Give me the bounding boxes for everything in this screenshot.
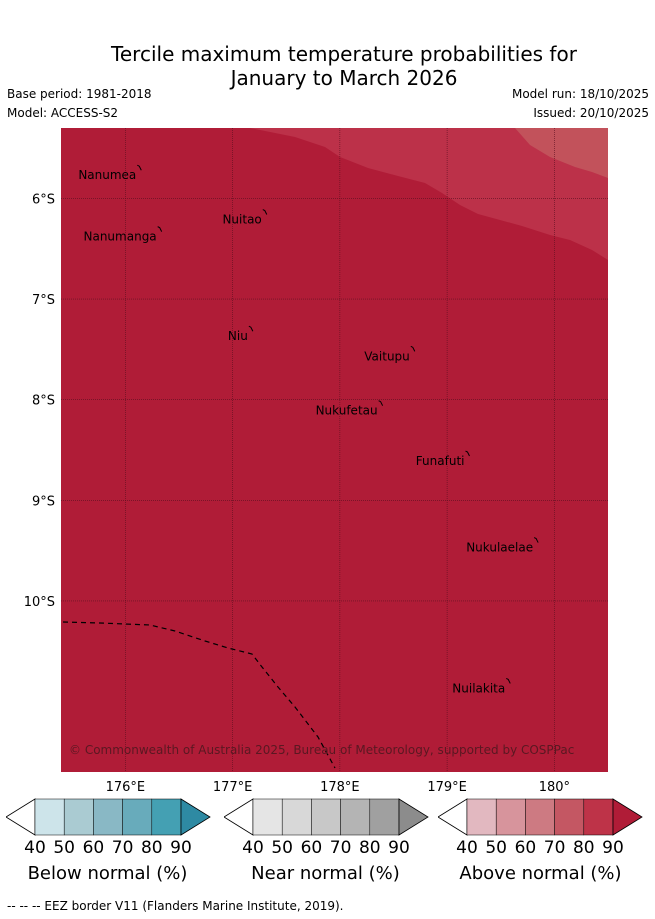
colorbar-tick-label: 60 [514,838,537,858]
colorbar-tick-label: 50 [53,838,75,858]
place-label: Funafuti [416,454,465,468]
island-outline [262,209,268,215]
place-label: Nanumea [78,168,136,182]
place-label: Nuitao [222,213,261,227]
latitude-tick-label: 6°S [32,192,55,207]
issued-date: Issued: 20/10/2025 [533,106,649,120]
island-outline [248,325,254,332]
near-normal-colorbar [223,798,429,842]
colorbar-segment [369,798,400,836]
island-outline [410,345,416,352]
island-outline [533,537,539,543]
colorbar-segment [93,798,123,836]
chart-title-line-1: Tercile maximum temperature probabilitie… [111,42,577,66]
colorbar-tick-label: 40 [24,838,46,858]
latitude-tick-label: 10°S [24,595,55,610]
colorbar-lower-extension [5,798,36,836]
island-outline [378,400,384,406]
colorbar-tick-label: 40 [242,838,264,858]
near-normal-title: Near normal (%) [251,863,400,884]
below-normal-title: Below normal (%) [27,863,188,884]
colorbar-lower-extension [223,798,254,836]
above-normal-colorbar [437,798,643,842]
colorbar-upper-extension [180,798,211,836]
colorbar-tick-label: 70 [329,838,352,858]
colorbar-tick-label: 40 [456,838,478,858]
axis-labels: 176°E 177°E 178°E 179°E 180° 6°S 7°S 8°S 9°S 10°S [24,192,570,795]
colorbar-segment [340,798,371,836]
longitude-tick-label: 178°E [320,780,360,795]
colorbar-upper-extension [398,798,429,836]
colorbar-tick-label: 90 [170,838,192,858]
chart-title-line-2: January to March 2026 [230,66,458,90]
colorbar-tick-label: 80 [140,838,163,858]
place-label: Vaitupu [364,349,410,363]
colorbar-segment [583,798,614,836]
longitude-tick-label: 180° [539,780,570,795]
latitude-tick-label: 7°S [32,293,55,308]
colorbar-tick-label: 60 [82,838,105,858]
colorbar-tick-label: 50 [271,838,293,858]
colorbar-segment [151,798,182,836]
copyright: © Commonwealth of Australia 2025, Bureau… [69,743,574,757]
place-label: Nuilakita [452,681,505,695]
latitude-tick-label: 8°S [32,394,55,409]
colorbar-segment [122,798,153,836]
probability-band-80-90 [250,128,608,260]
graticule [61,128,608,772]
colorbar-tick-label: 90 [388,838,410,858]
place-labels: Nanumea Nuitao Nanumanga Niu Vaitupu Nukufeta… [78,168,533,695]
colorbar-segment [495,798,526,836]
eez-footnote: -- -- -- EEZ border V11 (Flanders Marine… [7,899,344,913]
colorbar-tick-label: 90 [602,838,624,858]
place-label: Nanumanga [84,230,157,244]
colorbar-tick-label: 80 [358,838,381,858]
model-name: Model: ACCESS-S2 [7,106,119,120]
colorbar-segment [63,798,94,836]
colorbar-segment [252,798,283,836]
colorbar-tick-label: 70 [111,838,134,858]
base-period: Base period: 1981-2018 [7,87,152,101]
islands [137,164,539,684]
place-label: Nukufetau [316,404,378,418]
longitude-tick-label: 179°E [427,780,467,795]
colorbar-segment [34,798,65,836]
colorbar-upper-extension [612,798,643,836]
probability-band-70-80 [515,128,608,178]
colorbar-tick-label: 60 [300,838,323,858]
colorbar-segment [281,798,312,836]
latitude-tick-label: 9°S [32,494,55,509]
longitude-tick-label: 176°E [106,780,146,795]
colorbar-tick-label: 70 [543,838,566,858]
colorbar-segment [525,798,555,836]
colorbar-tick-label: 50 [485,838,507,858]
colorbar-lower-extension [437,798,468,836]
model-run: Model run: 18/10/2025 [511,87,649,101]
map-background [61,128,608,772]
below-normal-colorbar [5,798,211,842]
place-label: Nukulaelae [466,541,533,555]
island-outline [157,226,163,232]
island-outline [137,164,142,171]
above-normal-title: Above normal (%) [459,863,622,884]
colorbar-segment [311,798,341,836]
colorbar-segment [466,798,497,836]
colorbar-tick-label: 80 [572,838,595,858]
longitude-tick-label: 177°E [213,780,253,795]
island-outline [506,677,511,684]
place-label: Niu [228,329,248,343]
island-outline [465,450,470,457]
eez-border [62,621,336,769]
colorbar-segment [554,798,585,836]
